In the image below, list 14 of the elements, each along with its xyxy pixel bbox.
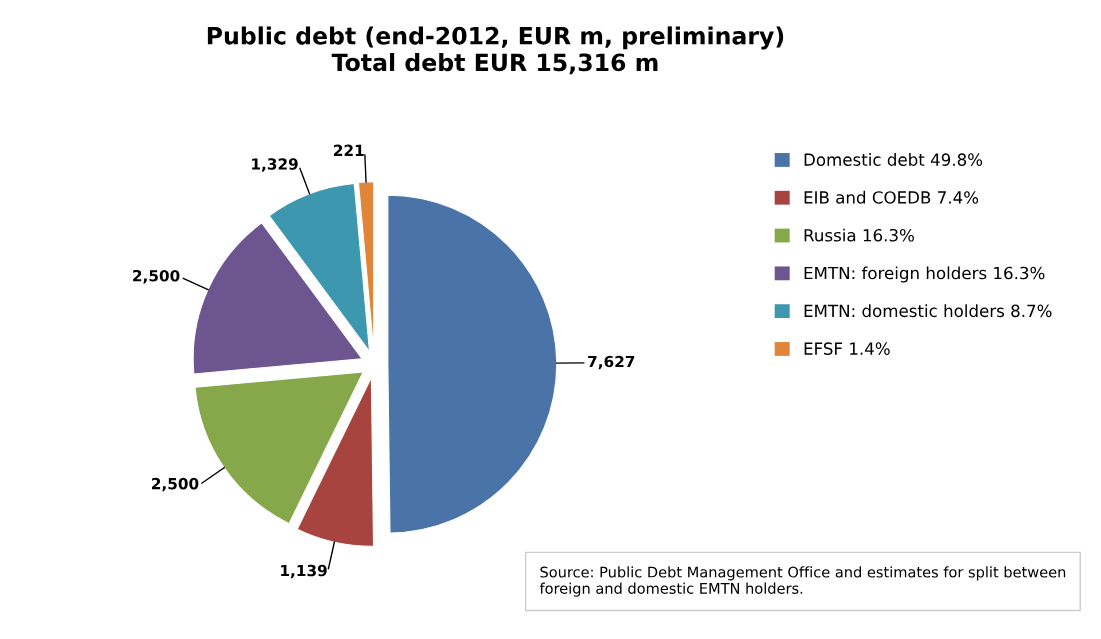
legend-label: EIB and COEDB 7.4% <box>804 190 979 204</box>
data-label: 1,139 <box>281 564 327 579</box>
data-label: 2,500 <box>133 269 180 284</box>
legend-label: EMTN: foreign holders 16.3% <box>804 266 1045 283</box>
legend-label: Russia 16.3% <box>804 228 914 242</box>
legend-label: EFSF 1.4% <box>804 342 890 355</box>
data-label: 7,627 <box>588 355 635 370</box>
data-label: 1,329 <box>252 158 298 172</box>
data-label: 221 <box>334 144 364 156</box>
source-note: Source: Public Debt Management Office and estimates for split between foreign and domestic EMTN holders. <box>539 566 1066 597</box>
chart-title: Public debt (end-2012, EUR m, preliminary) Total debt EUR 15,316 m <box>207 26 784 75</box>
legend-label: EMTN: domestic holders 8.7% <box>804 304 1052 318</box>
data-label: 2,500 <box>152 477 199 492</box>
legend-label: Domestic debt 49.8% <box>804 153 983 166</box>
